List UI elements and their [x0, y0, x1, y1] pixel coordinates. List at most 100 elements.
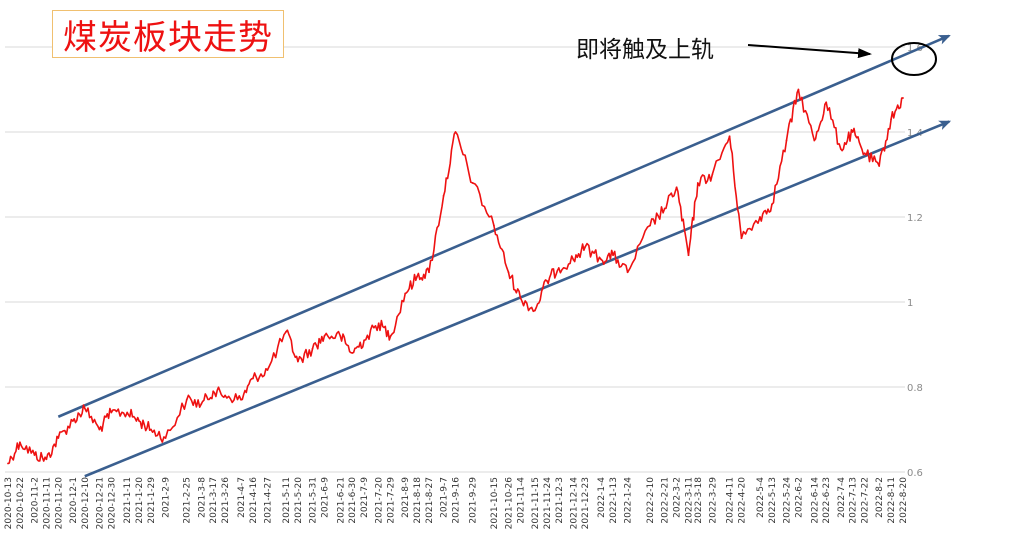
price-point: [57, 437, 60, 439]
x-tick-label: 2022-3-2: [673, 477, 683, 518]
price-point: [851, 131, 854, 133]
x-tick-label: 2020-12-1: [69, 477, 79, 524]
x-tick-label: 2021-1-29: [147, 477, 157, 524]
x-tick-label: 2021-5-11: [282, 477, 292, 524]
x-tick-label: 2022-6-23: [822, 477, 832, 524]
y-tick-label: 1: [907, 298, 913, 309]
x-tick-label: 2021-1-20: [135, 477, 145, 524]
price-point: [711, 173, 714, 176]
x-tick-label: 2021-1-11: [123, 477, 133, 524]
x-tick-label: 2021-8-27: [425, 477, 435, 524]
price-point: [71, 420, 74, 422]
price-point: [224, 394, 227, 397]
price-point: [45, 458, 48, 461]
x-tick-label: 2022-5-24: [783, 477, 793, 524]
price-point: [612, 254, 614, 257]
price-point: [7, 462, 9, 465]
lower-channel-line: [84, 120, 952, 478]
x-tick-label: 2021-8-18: [413, 477, 423, 524]
x-tick-label: 2022-3-18: [694, 477, 704, 524]
annotation-arrow: [747, 44, 872, 59]
y-tick-label: 1.2: [907, 213, 923, 224]
x-tick-label: 2022-7-4: [837, 477, 847, 518]
price-point: [126, 411, 129, 414]
x-tick-label: 2021-6-30: [348, 477, 358, 524]
price-point: [863, 152, 866, 155]
y-tick-label: 0.6: [907, 468, 923, 479]
x-tick-labels: 2020-10-13 2020-10-22 2020-11-2 2020-11-11 2…: [4, 477, 909, 530]
x-tick-label: 2022-6-2: [794, 477, 804, 518]
price-point: [110, 411, 113, 414]
price-point: [389, 335, 392, 337]
price-point: [363, 339, 366, 342]
grid-layer: [5, 46, 905, 473]
price-point: [33, 454, 36, 456]
x-tick-label: 2021-11-4: [516, 477, 526, 524]
x-tick-label: 2020-12-10: [81, 477, 91, 530]
x-tick-label: 2022-6-14: [810, 477, 820, 524]
x-tick-label: 2022-5-13: [768, 477, 778, 524]
price-point: [351, 352, 354, 354]
x-tick-label: 2022-3-29: [708, 477, 718, 524]
x-tick-label: 2021-9-29: [469, 477, 479, 524]
x-tick-label: 2021-9-7: [440, 477, 450, 518]
x-tick-label: 2022-8-11: [887, 477, 897, 524]
x-tick-label: 2022-4-20: [738, 477, 748, 524]
price-point: [323, 335, 326, 337]
price-point: [572, 258, 575, 261]
x-tick-label: 2021-2-9: [162, 477, 172, 518]
x-tick-label: 2021-6-9: [320, 477, 330, 518]
price-point: [492, 224, 495, 227]
price-point: [687, 254, 690, 257]
x-tick-label: 2021-3-8: [197, 477, 207, 518]
price-point: [454, 131, 457, 133]
x-tick-label: 2022-4-11: [726, 477, 736, 524]
price-point: [252, 377, 254, 380]
price-point: [416, 275, 419, 278]
price-point: [19, 441, 21, 444]
x-tick-label: 2020-10-13: [4, 477, 14, 529]
x-tick-label: 2021-11-15: [531, 477, 541, 529]
x-tick-label: 2021-5-31: [309, 477, 319, 524]
x-tick-label: 2021-11-24: [543, 477, 553, 530]
x-tick-label: 2021-2-25: [183, 477, 193, 524]
price-point: [311, 347, 314, 350]
price-series-line: [7, 88, 904, 465]
x-tick-label: 2021-5-20: [294, 477, 304, 524]
price-point: [675, 186, 678, 189]
x-tick-label: 2020-11-20: [54, 477, 64, 530]
price-point: [164, 437, 167, 439]
price-point: [663, 207, 666, 210]
x-tick-label: 2022-3-11: [685, 477, 695, 524]
x-tick-label: 2021-7-9: [360, 477, 370, 518]
price-point: [902, 97, 904, 99]
x-tick-label: 2022-1-24: [624, 477, 634, 524]
price-point: [138, 420, 140, 422]
price-point: [545, 279, 548, 282]
x-tick-label: 2021-4-7: [237, 477, 247, 518]
chart-title: 煤炭板块走势: [63, 17, 273, 58]
price-point: [471, 182, 474, 184]
x-tick-label: 2021-7-29: [387, 477, 397, 524]
price-point: [404, 292, 407, 295]
x-tick-label: 2021-12-3: [555, 477, 565, 524]
x-tick-label: 2022-7-22: [861, 477, 871, 524]
annotation-layer: [747, 42, 937, 76]
price-point: [771, 203, 773, 206]
x-tick-label: 2020-12-30: [107, 477, 117, 530]
price-point: [890, 118, 892, 121]
annotation-text: 即将触及上轨: [576, 37, 714, 63]
chart-title-box: 煤炭板块走势: [52, 10, 284, 58]
price-point: [813, 139, 816, 142]
x-tick-label: 2021-3-26: [221, 477, 231, 524]
price-point: [297, 360, 299, 363]
x-tick-label: 2021-10-15: [490, 477, 500, 529]
price-point: [266, 369, 269, 371]
price-point: [584, 245, 587, 248]
x-tick-label: 2020-11-11: [42, 477, 52, 529]
highlight-circle: [891, 42, 937, 76]
price-point: [759, 216, 761, 218]
price-point: [600, 258, 603, 261]
y-tick-labels: 0.6 0.8 1 1.2 1.4 1.6: [907, 43, 923, 479]
